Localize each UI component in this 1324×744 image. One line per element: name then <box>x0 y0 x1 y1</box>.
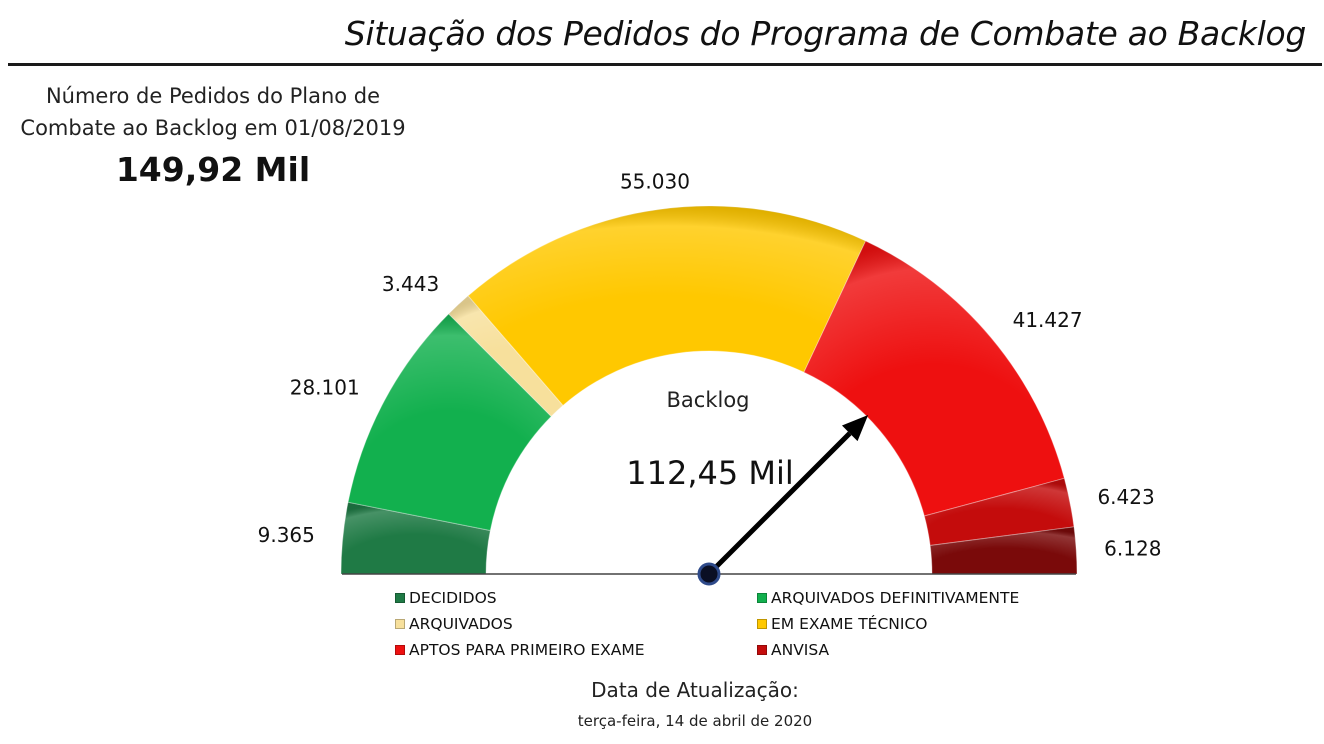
legend-item: ANVISA <box>757 639 1115 661</box>
update-date: terça-feira, 14 de abril de 2020 <box>577 712 813 730</box>
legend-swatch <box>757 619 767 629</box>
gauge-segment-shine <box>803 240 1065 517</box>
segment-value-label: 41.427 <box>1013 308 1083 332</box>
title-divider <box>8 63 1322 66</box>
gauge-segment-shine <box>930 526 1077 574</box>
legend-item: ARQUIVADOS DEFINITIVAMENTE <box>757 587 1115 609</box>
legend-item: EM EXAME TÉCNICO <box>757 613 1115 635</box>
legend: DECIDIDOS ARQUIVADOS DEFINITIVAMENTE ARQUI… <box>395 587 1115 661</box>
needle-arrowhead <box>841 414 869 442</box>
legend-label: ARQUIVADOS <box>409 615 513 633</box>
segment-value-label: 6.128 <box>1104 537 1161 561</box>
legend-label: EM EXAME TÉCNICO <box>771 615 928 633</box>
gauge-segment-shine <box>924 478 1074 546</box>
segment-value-label: 55.030 <box>620 170 690 194</box>
gauge-segment-shine <box>348 313 552 531</box>
legend-swatch <box>757 645 767 655</box>
legend-label: ARQUIVADOS DEFINITIVAMENTE <box>771 589 1020 607</box>
segment-value-label: 3.443 <box>382 272 439 296</box>
legend-item: APTOS PARA PRIMEIRO EXAME <box>395 639 757 661</box>
legend-item: ARQUIVADOS <box>395 613 757 635</box>
needle-hub <box>697 562 721 586</box>
gauge-title: Backlog <box>667 388 750 412</box>
segment-value-label: 6.423 <box>1097 485 1154 509</box>
gauge-segment-shine <box>341 502 491 574</box>
legend-swatch <box>395 593 405 603</box>
plan-value: 149,92 Mil <box>115 150 311 189</box>
update-label: Data de Atualização: <box>591 678 799 702</box>
needle-shaft <box>707 431 852 576</box>
plan-label: Número de Pedidos do Plano de Combate ao… <box>20 84 406 140</box>
legend-swatch <box>757 593 767 603</box>
legend-item: DECIDIDOS <box>395 587 757 609</box>
gauge-segment-shine <box>448 295 564 417</box>
legend-label: DECIDIDOS <box>409 589 497 607</box>
gauge-segment-shine <box>468 206 866 406</box>
legend-swatch <box>395 619 405 629</box>
legend-swatch <box>395 645 405 655</box>
page-title: Situação dos Pedidos do Programa de Comb… <box>344 14 1307 53</box>
segment-value-label: 28.101 <box>290 375 360 399</box>
gauge-center-value: 112,45 Mil <box>626 454 794 492</box>
legend-label: ANVISA <box>771 641 830 659</box>
legend-label: APTOS PARA PRIMEIRO EXAME <box>409 641 645 659</box>
segment-value-label: 9.365 <box>258 523 315 547</box>
